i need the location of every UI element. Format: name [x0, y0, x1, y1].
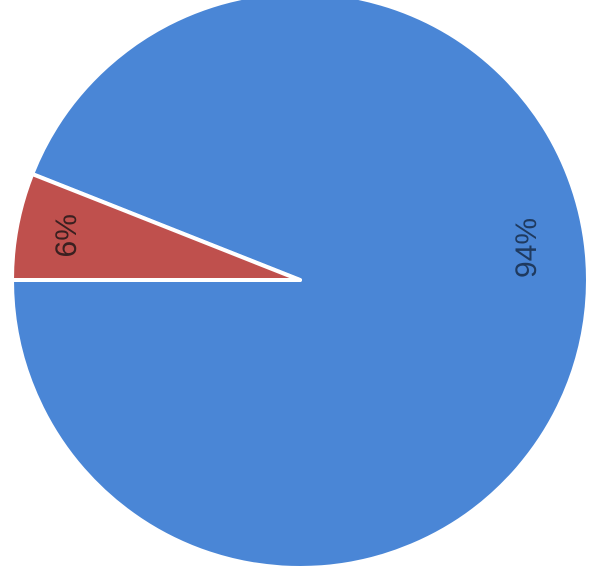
- pie-slice-94: [10, 0, 590, 570]
- pie-label-6: 6%: [50, 214, 83, 257]
- pie-labels: 94% 6%: [50, 214, 543, 278]
- pie-slice-6: [10, 171, 302, 282]
- pie-label-94: 94%: [510, 218, 543, 278]
- pie-slices: [10, 0, 590, 570]
